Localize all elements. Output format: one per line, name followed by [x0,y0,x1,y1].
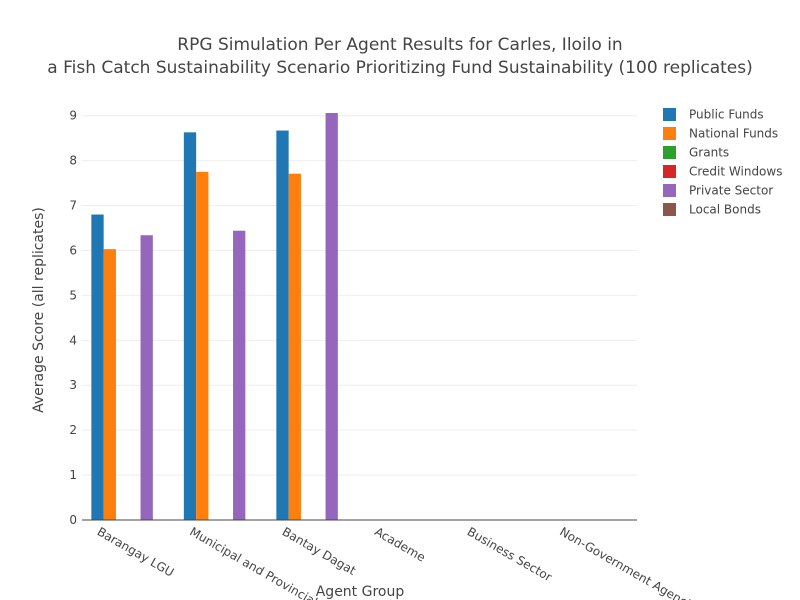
y-tick-label: 9 [69,109,77,123]
bar[interactable] [233,230,246,520]
y-tick-label: 3 [69,378,77,392]
x-tick-label: Barangay LGU [95,524,177,579]
legend-item[interactable]: Private Sector [663,184,773,198]
y-tick-label: 8 [69,154,77,168]
legend[interactable]: Public Funds National Funds Grants Credit W… [663,108,782,217]
y-tick-label: 1 [69,468,77,482]
legend-swatch [663,108,676,121]
legend-label: Public Funds [689,108,764,122]
x-tick-label: Business Sector [465,524,555,584]
bar[interactable] [325,113,338,521]
bar[interactable] [140,235,153,520]
legend-item[interactable]: Local Bonds [663,203,761,217]
legend-item[interactable]: Grants [663,146,729,160]
legend-item[interactable]: Credit Windows [663,165,782,179]
legend-swatch [663,203,676,216]
y-tick-label: 7 [69,199,77,213]
legend-item[interactable]: National Funds [663,127,778,141]
legend-swatch [663,165,676,178]
y-tick-label: 4 [69,333,77,347]
bar[interactable] [183,132,197,521]
legend-label: National Funds [689,127,778,141]
chart-title-line-2: a Fish Catch Sustainability Scenario Pri… [47,58,752,78]
legend-label: Private Sector [689,184,773,198]
y-tick-label: 2 [69,423,77,437]
bar[interactable] [196,171,209,521]
legend-swatch [663,127,676,140]
y-tick-label: 0 [69,513,77,527]
legend-swatch [663,184,676,197]
bar[interactable] [103,249,116,521]
legend-label: Credit Windows [689,165,782,179]
legend-item[interactable]: Public Funds [663,108,764,122]
x-tick-label: Academe [372,524,428,564]
bar[interactable] [288,173,301,520]
y-axis-title: Average Score (all replicates) [31,207,47,413]
chart-title: RPG Simulation Per Agent Results for Car… [47,35,752,78]
legend-label: Local Bonds [689,203,761,217]
y-tick-label: 6 [69,243,77,257]
legend-swatch [663,146,676,159]
x-axis-title: Agent Group [316,584,405,600]
bar[interactable] [276,130,289,520]
y-tick-label: 5 [69,288,77,302]
x-tick-label: Non-Government Agencies [557,524,704,600]
y-tick-labels: 0 1 2 3 4 5 6 7 8 9 [69,109,77,527]
bars [91,113,338,521]
x-tick-label: Bantay Dagat [280,524,359,577]
bar[interactable] [91,214,104,520]
legend-label: Grants [689,146,729,160]
chart-title-line-1: RPG Simulation Per Agent Results for Car… [177,35,622,55]
gridlines [82,115,637,476]
